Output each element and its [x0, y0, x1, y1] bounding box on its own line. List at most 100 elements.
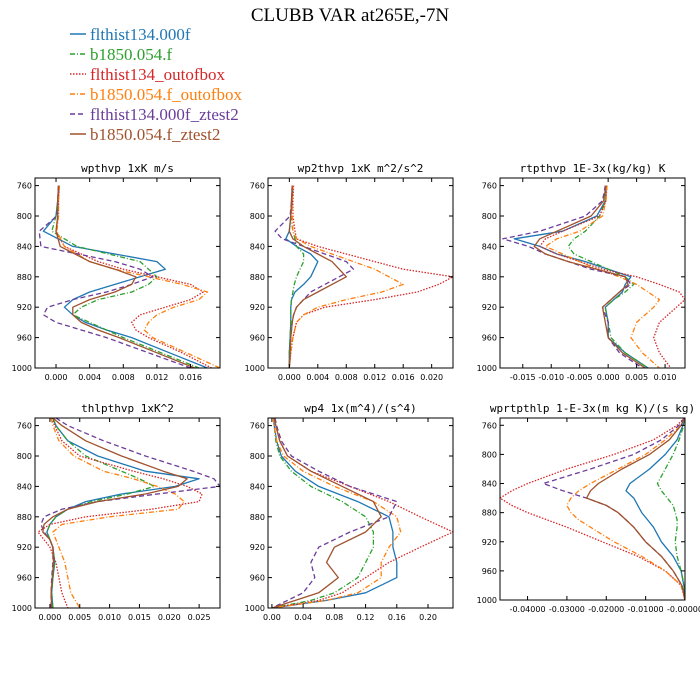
- y-tick-label: 840: [482, 242, 497, 251]
- chart-panel: rtpthvp 1E-3x(kg/kg) K 760 800 840 880 920 960…: [477, 162, 686, 382]
- x-tick-label: 0.04: [294, 613, 312, 622]
- legend-label: b1850.054.f_outofbox: [90, 85, 243, 104]
- y-tick-label: 960: [17, 334, 32, 343]
- series-line: [288, 185, 347, 368]
- legend-entry: flthist134.000f: [70, 25, 191, 44]
- x-tick-label: -0.01000: [628, 605, 664, 614]
- panel-frame: [267, 177, 454, 369]
- x-tick-label: 0.000: [45, 373, 68, 382]
- x-tick-label: 0.000: [278, 373, 301, 382]
- chart-panel: wp4 1x(m^4)/(s^4)76080084088092096010000…: [245, 402, 454, 622]
- legend-entry: b1850.054.f_ztest2: [70, 125, 220, 144]
- legend-label: flthist134_outofbox: [90, 65, 226, 84]
- legend-label: b1850.054.f_ztest2: [90, 125, 220, 144]
- y-tick-label: 880: [482, 509, 497, 518]
- y-tick-label: 960: [17, 574, 32, 583]
- y-tick-label: 960: [482, 567, 497, 576]
- x-tick-label: 0.004: [306, 373, 329, 382]
- series-group: [500, 418, 685, 600]
- series-line: [288, 185, 404, 368]
- series-line: [288, 185, 453, 368]
- x-tick-label: 0.016: [179, 373, 202, 382]
- y-tick-label: 1000: [477, 364, 497, 373]
- series-line: [585, 418, 685, 600]
- y-tick-label: 1000: [245, 604, 265, 613]
- y-tick-label: 760: [482, 421, 497, 430]
- x-tick-label: 0.020: [158, 613, 181, 622]
- chart-panel: wp2thvp 1xK m^2/s^2 760 800 840 880 920 960 100…: [245, 162, 454, 382]
- x-tick-label: -0.03000: [549, 605, 585, 614]
- x-tick-label: -0.015: [510, 373, 536, 382]
- panel-title: wprtpthlp 1-E-3x(m kg K)/(s kg): [490, 402, 695, 415]
- x-tick-label: 0.012: [145, 373, 168, 382]
- chart-panel: thlpthvp 1xK^2 760 800 840 880 920 960 1000 0.00…: [12, 402, 221, 622]
- y-tick-label: 800: [482, 212, 497, 221]
- y-tick-label: 880: [17, 513, 32, 522]
- series-group: [274, 185, 453, 368]
- series-line: [51, 185, 200, 368]
- legend-label: b1850.054.f: [90, 45, 173, 64]
- panel-frame: [499, 177, 686, 369]
- panel-title: thlpthvp 1xK^2: [81, 402, 174, 415]
- series-line: [533, 185, 646, 368]
- legend-entry: b1850.054.f: [70, 45, 173, 64]
- x-tick-label: 0.08: [325, 613, 343, 622]
- series-line: [55, 185, 196, 368]
- series-line: [271, 418, 382, 608]
- series-line: [271, 418, 453, 608]
- legend-entry: flthist134_outofbox: [70, 65, 226, 84]
- panel-title: wp4 1x(m^4)/(s^4): [304, 402, 417, 415]
- x-tick-label: -0.00000: [667, 605, 700, 614]
- y-tick-label: 920: [250, 303, 265, 312]
- x-tick-label: -0.02000: [588, 605, 624, 614]
- x-tick-label: -0.005: [567, 373, 593, 382]
- y-tick-label: 800: [250, 212, 265, 221]
- y-tick-label: 800: [482, 450, 497, 459]
- series-group: [502, 185, 685, 368]
- x-tick-label: 0.010: [654, 373, 677, 382]
- x-tick-label: 0.000: [597, 373, 620, 382]
- series-line: [288, 185, 305, 368]
- series-line: [56, 185, 220, 368]
- series-line: [37, 418, 203, 608]
- y-tick-label: 960: [250, 574, 265, 583]
- panel-title: wpthvp 1xK m/s: [81, 162, 174, 175]
- y-tick-label: 760: [482, 182, 497, 191]
- series-line: [271, 418, 402, 608]
- x-tick-label: -0.010: [538, 373, 564, 382]
- series-line: [38, 185, 191, 368]
- x-tick-label: 0.008: [335, 373, 358, 382]
- y-tick-label: 760: [250, 182, 265, 191]
- figure-title: CLUBB VAR at265E,-7N: [251, 5, 450, 26]
- x-tick-label: 0.025: [188, 613, 211, 622]
- series-line: [42, 185, 208, 368]
- series-line: [656, 418, 685, 600]
- x-tick-label: 0.020: [420, 373, 443, 382]
- chart-panel: wprtpthlp 1-E-3x(m kg K)/(s kg) 760 800 840…: [477, 402, 700, 614]
- series-line: [271, 418, 398, 608]
- y-tick-label: 920: [482, 303, 497, 312]
- y-tick-label: 920: [250, 543, 265, 552]
- y-tick-label: 1000: [12, 604, 32, 613]
- series-line: [46, 418, 156, 608]
- y-tick-label: 840: [250, 242, 265, 251]
- y-tick-label: 880: [250, 273, 265, 282]
- y-tick-label: 1000: [12, 364, 32, 373]
- y-tick-label: 880: [482, 273, 497, 282]
- legend-entry: flthist134.000f_ztest2: [70, 105, 239, 124]
- x-tick-label: 0.012: [363, 373, 386, 382]
- y-tick-label: 800: [17, 452, 32, 461]
- x-tick-label: 0.008: [112, 373, 135, 382]
- panel-frame: [34, 177, 221, 369]
- series-line: [50, 418, 185, 608]
- y-tick-label: 800: [17, 212, 32, 221]
- chart-panel: wpthvp 1xK m/s 760 800 840 880 920 960 1000 0.00…: [12, 162, 221, 382]
- legend-label: flthist134.000f_ztest2: [90, 105, 239, 124]
- x-tick-label: 0.20: [419, 613, 437, 622]
- legend: flthist134.000f b1850.054.f flthist134_o…: [70, 25, 243, 144]
- y-tick-label: 840: [17, 482, 32, 491]
- y-tick-label: 960: [250, 334, 265, 343]
- x-tick-label: 0.00: [263, 613, 281, 622]
- y-tick-label: 800: [250, 452, 265, 461]
